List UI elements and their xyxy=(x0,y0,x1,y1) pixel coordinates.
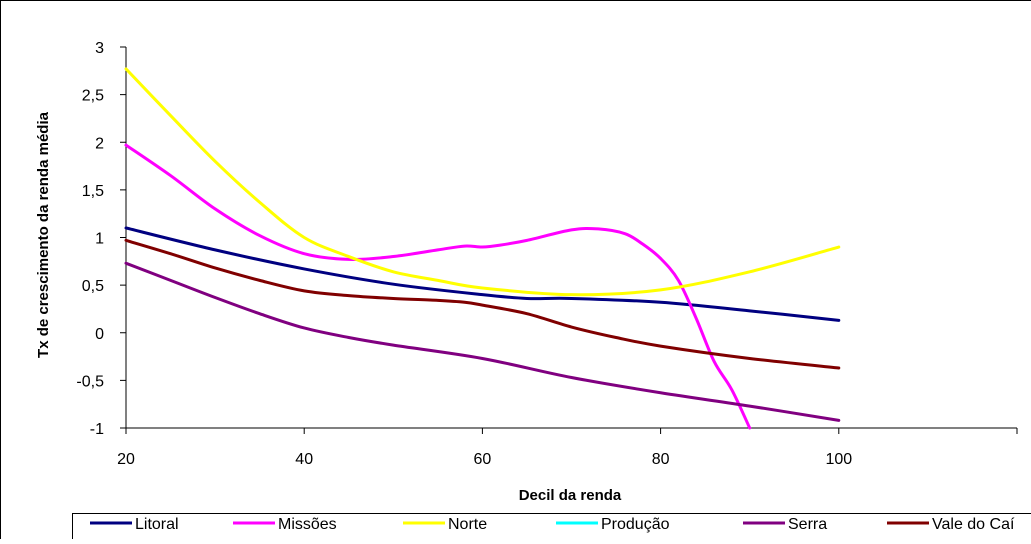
y-tick-label: 1 xyxy=(95,231,104,248)
legend-label-producao: Produção xyxy=(601,516,670,533)
x-tick-label: 40 xyxy=(295,451,313,468)
x-tick-label: 80 xyxy=(652,451,670,468)
legend-label-norte: Norte xyxy=(448,516,487,533)
legend-box xyxy=(73,514,1031,540)
x-tick-label: 100 xyxy=(825,451,852,468)
legend-label-serra: Serra xyxy=(788,516,827,533)
y-tick-label: 2 xyxy=(95,135,104,152)
y-tick-label: -1 xyxy=(90,421,104,438)
y-tick-label: 1,5 xyxy=(82,183,104,200)
legend-label-missoes: Missões xyxy=(278,516,337,533)
y-tick-label: 0 xyxy=(95,326,104,343)
legend-label-vale-do-cai: Vale do Caí xyxy=(932,516,1015,533)
legend-label-litoral: Litoral xyxy=(135,516,179,533)
y-tick-label: 2,5 xyxy=(82,88,104,105)
y-axis-title: Tx de crescimento da renda média xyxy=(35,111,52,358)
y-tick-label: 0,5 xyxy=(82,278,104,295)
x-tick-label: 60 xyxy=(474,451,492,468)
y-tick-label: 3 xyxy=(95,40,104,57)
y-tick-label: -0,5 xyxy=(76,373,104,390)
legend: Litoral Missões Norte Produção Serra Vale do … xyxy=(73,514,1031,540)
x-axis-title: Decil da renda xyxy=(519,487,622,504)
x-tick-label: 20 xyxy=(117,451,135,468)
